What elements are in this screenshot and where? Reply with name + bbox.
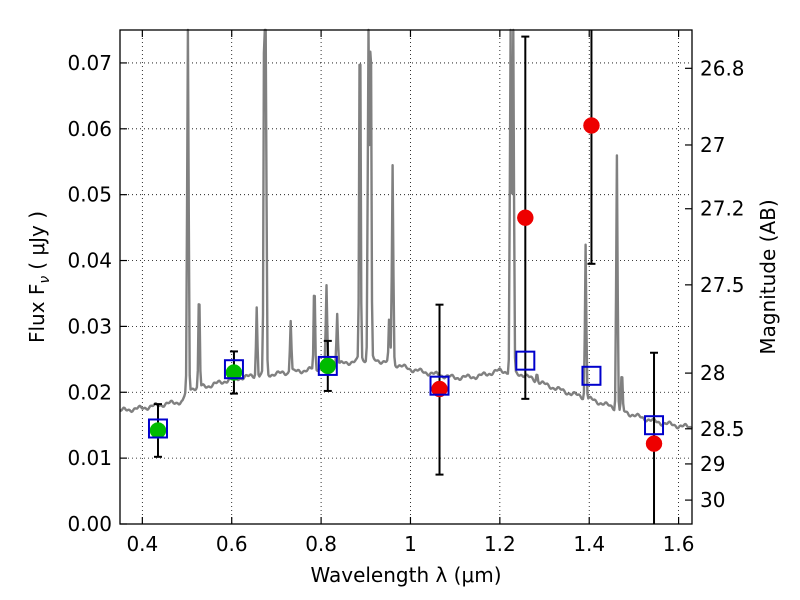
y-tick-label: 0.03 bbox=[67, 314, 112, 338]
magnitude-tick-label: 28 bbox=[700, 361, 725, 385]
magnitude-axis-title: Magnitude (AB) bbox=[756, 199, 780, 354]
magnitude-tick-label: 26.8 bbox=[700, 56, 745, 80]
spectrum-line bbox=[119, 28, 693, 430]
x-tick-label: 1.2 bbox=[484, 532, 516, 556]
x-tick-label: 0.6 bbox=[216, 532, 248, 556]
y-axis-title-main: Flux F bbox=[25, 284, 49, 343]
green-data-point bbox=[149, 422, 167, 439]
errorbars bbox=[153, 30, 659, 524]
x-axis: 0.4 0.6 0.8 1 1.2 1.4 1.6 bbox=[126, 30, 695, 556]
y-tick-label: 0.00 bbox=[67, 512, 112, 536]
x-tick-label: 0.4 bbox=[126, 532, 158, 556]
x-tick-label: 0.8 bbox=[305, 532, 337, 556]
x-tick-label: 1 bbox=[404, 532, 417, 556]
y-axis-title-subscript: ν bbox=[37, 276, 53, 284]
red-data-point bbox=[517, 209, 534, 226]
magnitude-tick-label: 29 bbox=[700, 452, 725, 476]
grid bbox=[120, 30, 692, 525]
magnitude-tick-label: 28.5 bbox=[700, 417, 745, 441]
magnitude-tick-label: 27.5 bbox=[700, 273, 745, 297]
y-axis: 0.00 0.01 0.02 0.03 0.04 0.05 0.06 0.07 bbox=[67, 51, 127, 536]
magnitude-axis: 26.8 27 27.2 27.5 28 28.5 29 30 bbox=[685, 56, 745, 512]
red-data-point bbox=[645, 435, 663, 452]
y-axis-title-unit: ( μJy ) bbox=[25, 211, 49, 270]
x-tick-label: 1.6 bbox=[663, 532, 695, 556]
model-square-marker bbox=[581, 365, 602, 386]
x-tick-label: 1.4 bbox=[573, 532, 605, 556]
model-square-marker bbox=[429, 375, 450, 396]
green-data-point bbox=[319, 357, 337, 375]
markers bbox=[147, 117, 665, 452]
model-square-marker bbox=[223, 359, 244, 380]
model-square-marker bbox=[317, 355, 338, 376]
y-tick-label: 0.02 bbox=[67, 380, 112, 404]
x-axis-title: Wavelength λ (μm) bbox=[310, 563, 501, 587]
model-square-marker bbox=[644, 415, 665, 436]
magnitude-tick-label: 27 bbox=[700, 133, 725, 157]
spectrum-series bbox=[119, 28, 693, 430]
magnitude-tick-label: 27.2 bbox=[700, 197, 745, 221]
y-tick-label: 0.07 bbox=[67, 51, 112, 75]
y-tick-label: 0.04 bbox=[67, 249, 112, 273]
plot-frame bbox=[119, 29, 693, 525]
y-tick-label: 0.01 bbox=[67, 446, 112, 470]
red-data-point bbox=[583, 117, 600, 134]
y-tick-label: 0.05 bbox=[67, 183, 112, 207]
y-tick-label: 0.06 bbox=[67, 117, 112, 141]
magnitude-tick-label: 30 bbox=[700, 488, 725, 512]
model-square-marker bbox=[147, 418, 168, 439]
y-axis-title: Flux Fν ( μJy ) bbox=[25, 211, 53, 343]
model-square-marker bbox=[515, 350, 536, 371]
